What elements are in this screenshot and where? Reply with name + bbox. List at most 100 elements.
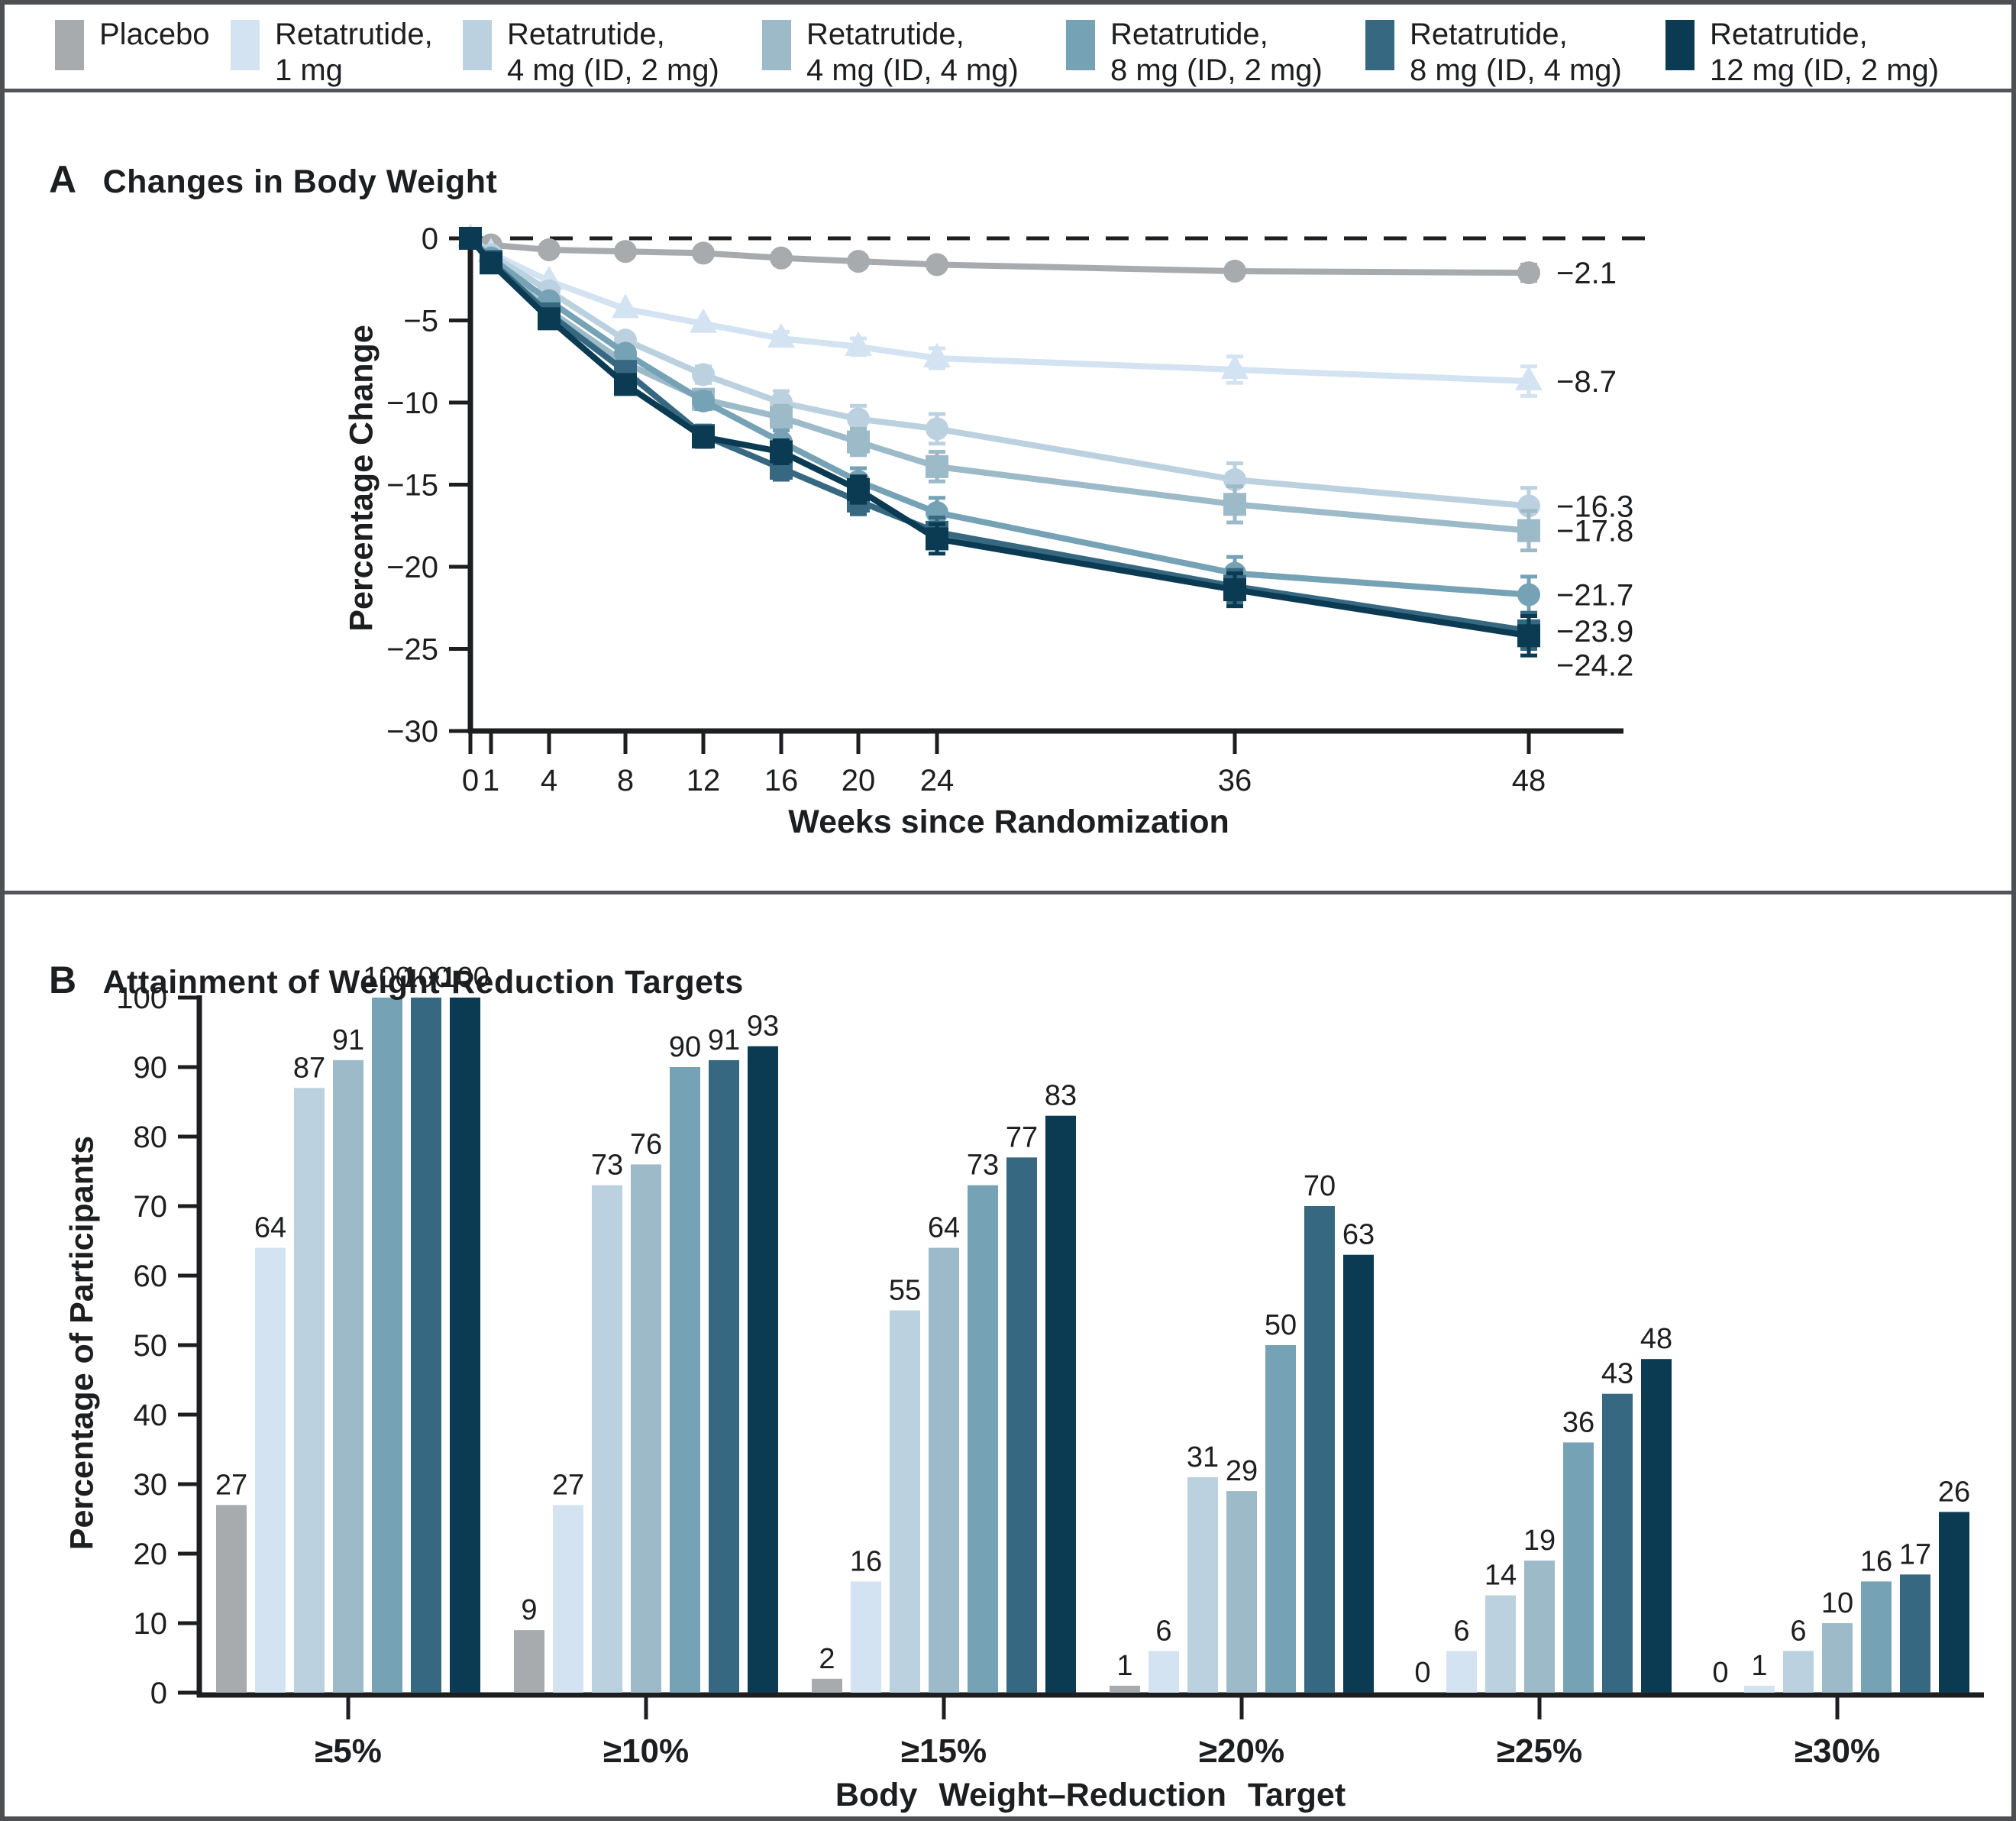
y-tick-label: 50 <box>134 1329 168 1363</box>
bar-retatrutide-8-mg-id-2-mg-20 <box>1265 1345 1296 1693</box>
y-tick-label: 0 <box>150 1677 167 1710</box>
end-value-label-retatrutide-12-mg-id-2-mg: −24.2 <box>1556 649 1633 682</box>
bar-value-label: 63 <box>1342 1219 1375 1251</box>
x-tick-label: 24 <box>920 764 955 797</box>
bar-retatrutide-12-mg-id-2-mg-30 <box>1939 1512 1969 1693</box>
bar-value-label: 70 <box>1304 1170 1336 1202</box>
data-point-marker <box>926 454 948 478</box>
bar-value-label: 100 <box>441 962 489 994</box>
data-point-marker <box>923 342 951 367</box>
legend-label-line2: 8 mg (ID, 4 mg) <box>1410 53 1622 87</box>
panel-a-title-text: Changes in Body Weight <box>102 163 498 200</box>
bar-value-label: 6 <box>1453 1615 1469 1647</box>
data-point-marker <box>926 527 948 551</box>
y-tick-label: −5 <box>403 305 438 338</box>
bar-retatrutide-8-mg-id-2-mg-5 <box>372 998 402 1693</box>
bar-retatrutide-8-mg-id-4-mg-25 <box>1602 1393 1633 1693</box>
y-tick-label: 90 <box>134 1051 168 1085</box>
series-retatrutide-8-mg-id-2-mg <box>459 227 1540 615</box>
bar-value-label: 27 <box>215 1469 247 1501</box>
bar-retatrutide-4-mg-id-4-mg-10 <box>631 1164 661 1693</box>
data-point-marker <box>767 323 795 348</box>
x-tick-label: 48 <box>1512 764 1546 797</box>
bar-value-label: 26 <box>1938 1476 1970 1508</box>
bar-retatrutide-4-mg-id-2-mg-5 <box>294 1088 325 1693</box>
bar-value-label: 48 <box>1640 1323 1672 1355</box>
data-point-marker <box>692 389 715 412</box>
bar-value-label: 91 <box>708 1024 740 1056</box>
bar-value-label: 29 <box>1226 1455 1258 1487</box>
bar-value-label: 1 <box>1116 1650 1132 1682</box>
series-line <box>467 235 1532 385</box>
bar-retatrutide-4-mg-id-2-mg-30 <box>1783 1651 1814 1693</box>
legend-swatch-icon <box>1365 20 1394 70</box>
bar-value-label: 6 <box>1155 1615 1171 1647</box>
legend-label: Retatrutide, 8 mg (ID, 4 mg) <box>1410 17 1622 89</box>
data-point-marker <box>770 406 793 429</box>
series-line <box>467 235 1532 639</box>
legend-swatch-icon <box>1665 20 1695 70</box>
bar-value-label: 16 <box>850 1545 882 1577</box>
data-point-marker <box>1223 260 1246 283</box>
category-label-10: ≥10% <box>603 1732 689 1770</box>
bar-value-label: 91 <box>332 1024 364 1056</box>
data-point-marker <box>770 440 793 464</box>
bar-placebo-20 <box>1110 1685 1140 1693</box>
bar-value-label: 9 <box>521 1594 537 1626</box>
legend-label-line1: Retatrutide, <box>507 18 665 51</box>
data-point-marker <box>926 253 948 277</box>
category-label-20: ≥20% <box>1199 1732 1284 1770</box>
panel-b-x-axis-title: Body Weight–Reduction Target <box>835 1777 1346 1813</box>
data-point-marker <box>770 246 793 270</box>
panel-a-title: A Changes in Body Weight <box>49 157 497 202</box>
bar-value-label: 2 <box>819 1643 835 1675</box>
bar-placebo-5 <box>216 1505 247 1693</box>
data-point-marker <box>1517 583 1540 606</box>
legend-swatch-icon <box>463 20 492 70</box>
series-placebo <box>459 227 1540 285</box>
bar-retatrutide-8-mg-id-2-mg-10 <box>670 1067 700 1693</box>
series-retatrutide-1-mg <box>457 223 1543 398</box>
x-tick-label: 16 <box>764 764 799 797</box>
data-point-marker <box>1223 493 1246 516</box>
data-point-marker <box>480 251 502 275</box>
bar-retatrutide-8-mg-id-4-mg-20 <box>1304 1206 1335 1693</box>
bar-value-label: 0 <box>1712 1657 1728 1689</box>
panel-b-title-text: Attainment of Weight-Reduction Targets <box>102 964 744 1001</box>
bar-retatrutide-4-mg-id-2-mg-20 <box>1187 1477 1218 1693</box>
bar-value-label: 83 <box>1045 1080 1077 1112</box>
x-tick-label: 4 <box>541 764 557 797</box>
bar-retatrutide-8-mg-id-2-mg-30 <box>1861 1581 1892 1693</box>
bar-retatrutide-1-mg-5 <box>255 1247 286 1693</box>
legend-label-line2: 12 mg (ID, 2 mg) <box>1710 53 1940 87</box>
end-value-label-retatrutide-8-mg-id-2-mg: −21.7 <box>1556 579 1633 613</box>
bar-value-label: 100 <box>402 962 450 994</box>
data-point-marker <box>614 341 637 365</box>
bar-value-label: 6 <box>1790 1615 1806 1647</box>
bar-retatrutide-8-mg-id-4-mg-5 <box>411 998 441 1693</box>
bar-value-label: 43 <box>1601 1358 1633 1390</box>
legend-label: Placebo <box>99 17 210 53</box>
bar-value-label: 16 <box>1860 1545 1892 1577</box>
end-value-label-placebo: −2.1 <box>1556 257 1617 290</box>
y-tick-label: −15 <box>386 469 438 503</box>
series-retatrutide-12-mg-id-2-mg <box>459 227 1540 658</box>
bar-value-label: 31 <box>1187 1441 1219 1473</box>
bar-value-label: 27 <box>552 1469 584 1501</box>
legend-label: Retatrutide, 8 mg (ID, 2 mg) <box>1110 17 1323 89</box>
data-point-marker <box>1517 624 1540 648</box>
bar-value-label: 36 <box>1562 1406 1594 1438</box>
end-value-label-retatrutide-4-mg-id-4-mg: −17.8 <box>1556 515 1633 548</box>
legend-label-line2: 1 mg <box>275 53 343 87</box>
data-point-marker <box>847 430 870 454</box>
data-point-marker <box>1221 354 1249 379</box>
data-point-marker <box>692 425 715 449</box>
y-tick-label: 60 <box>134 1260 168 1293</box>
data-point-marker <box>538 238 561 262</box>
end-value-label-retatrutide-4-mg-id-2-mg: −16.3 <box>1556 490 1633 523</box>
bar-value-label: 87 <box>293 1052 325 1084</box>
